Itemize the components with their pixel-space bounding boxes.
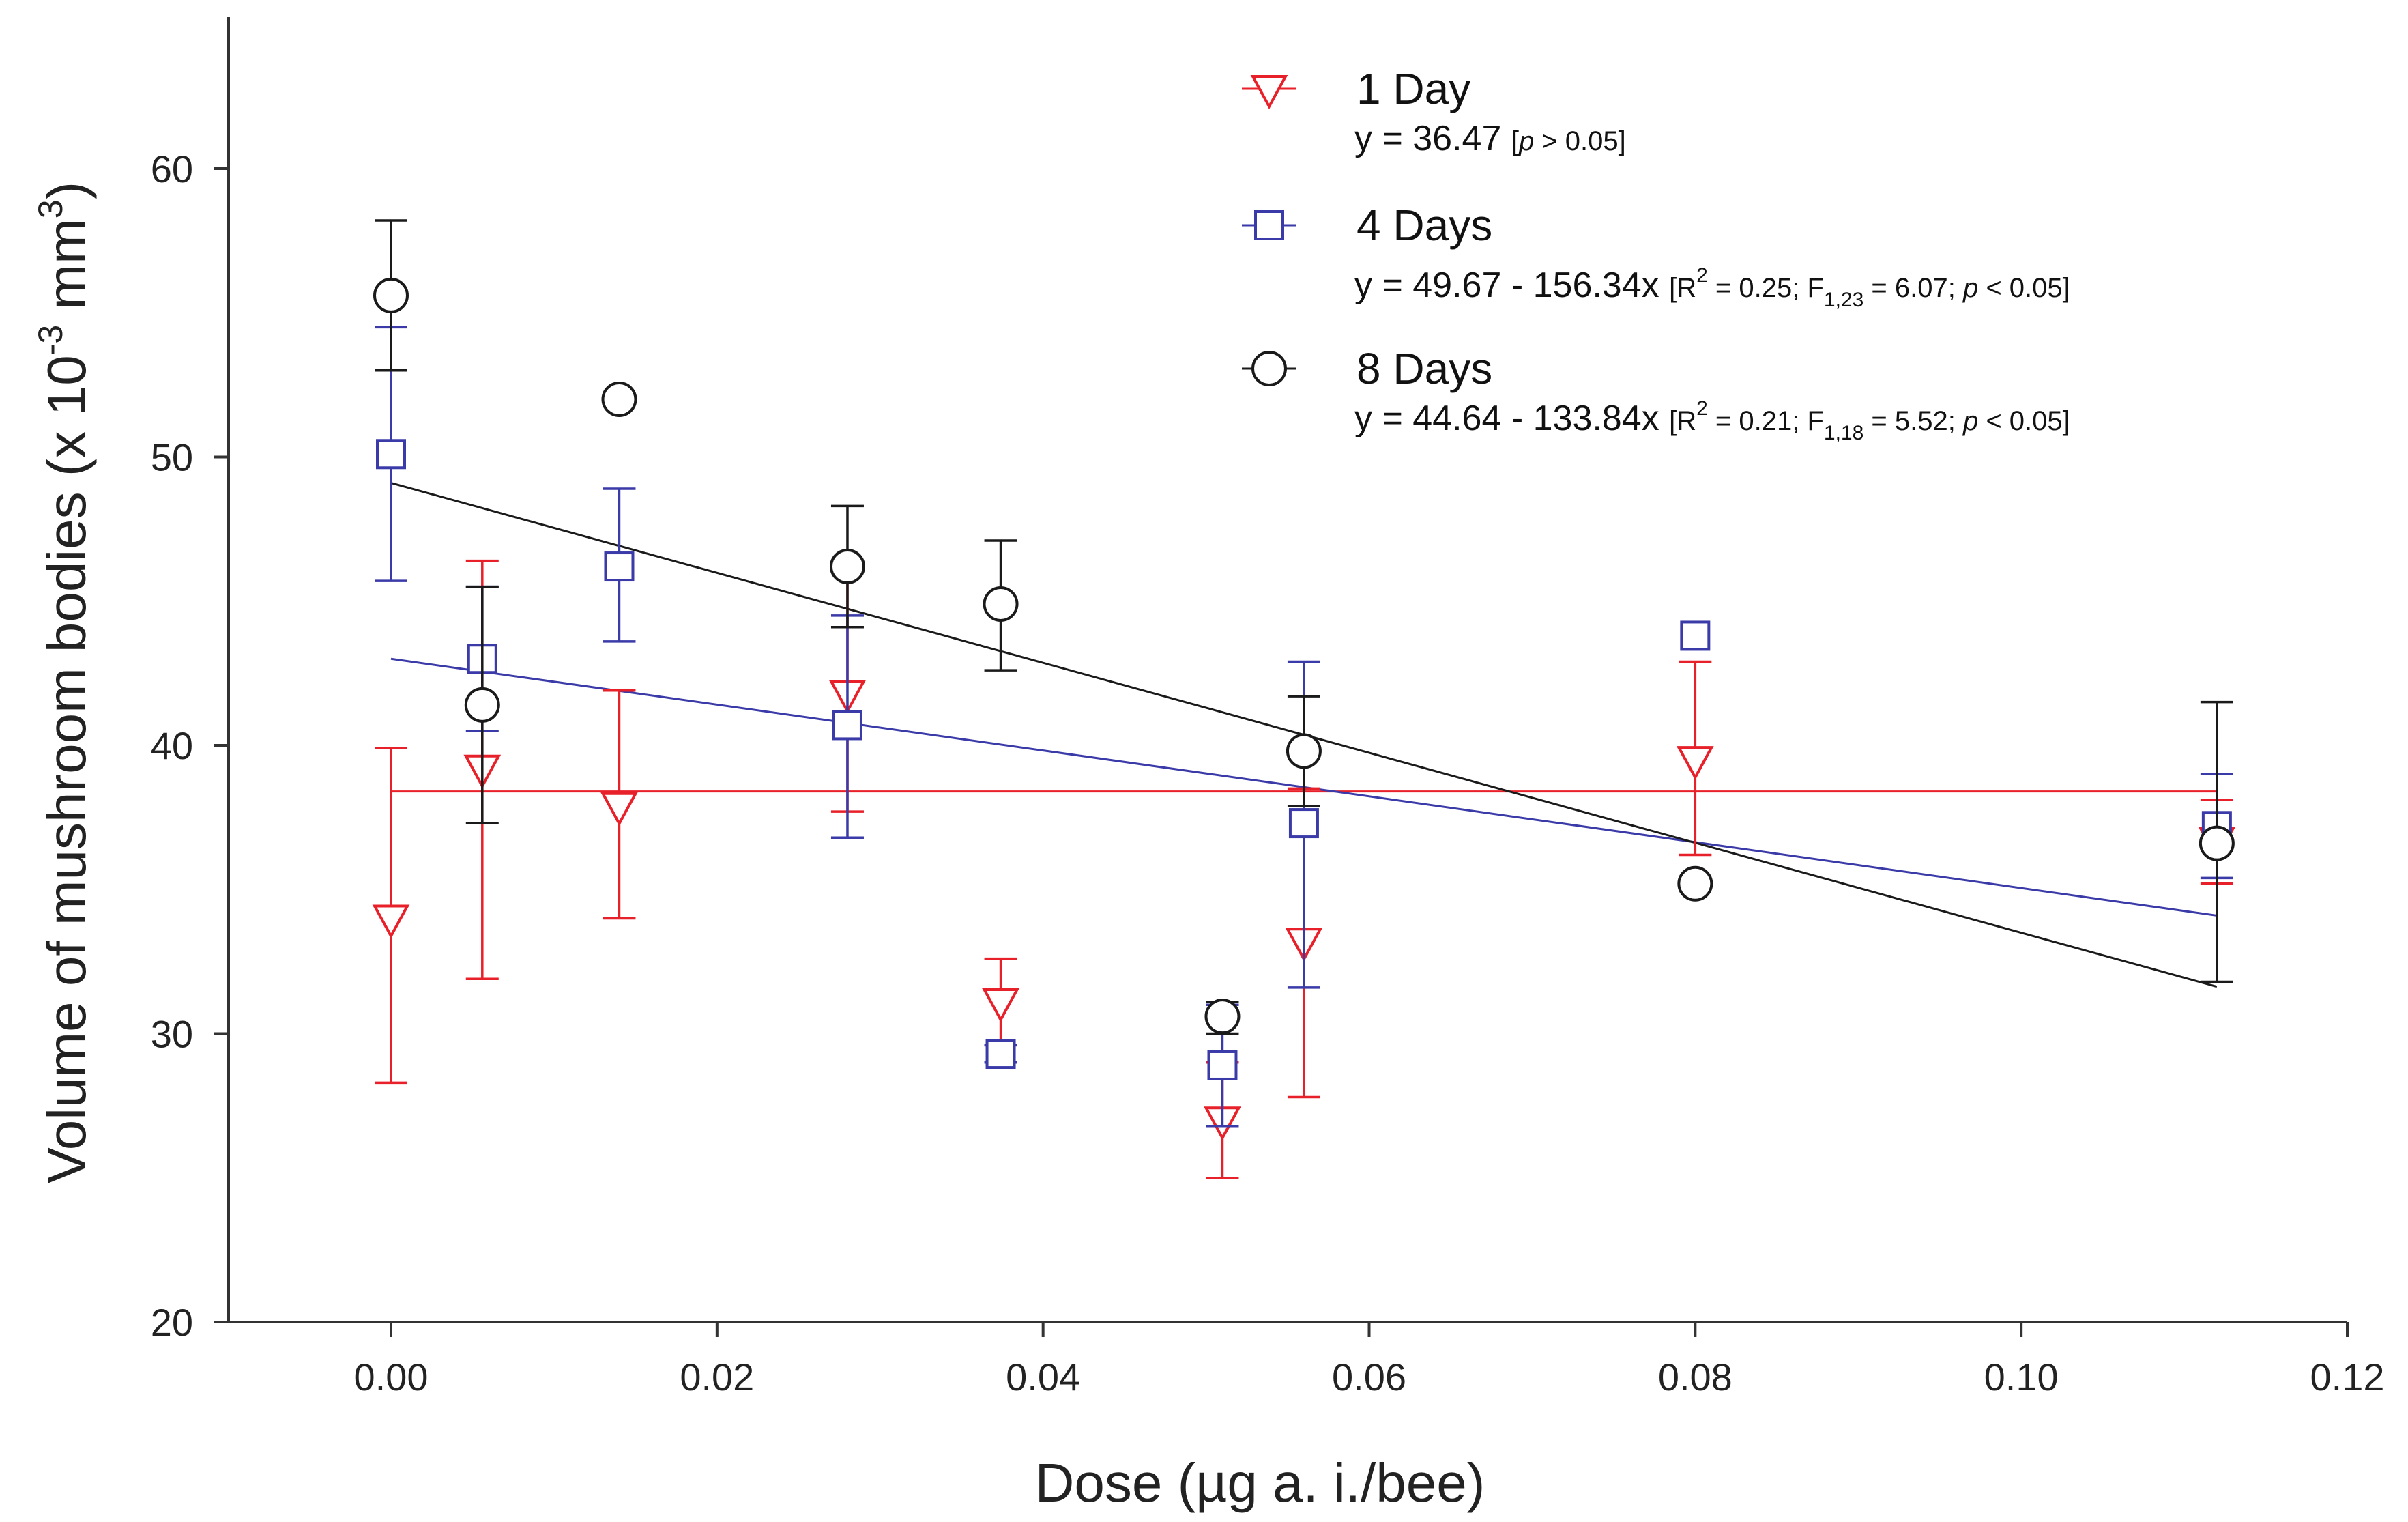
data-point-1-day — [982, 957, 1019, 1047]
equation-stat: < 0.05] — [1978, 273, 2070, 303]
y-tick-label: 40 — [151, 724, 193, 767]
y-title-unit-exponent: 3 — [31, 199, 70, 218]
equation-r2-superscript: 2 — [1696, 397, 1708, 420]
data-point-4-days — [1680, 620, 1711, 651]
data-point-8-days — [1204, 999, 1241, 1035]
y-tick-label: 60 — [151, 147, 193, 190]
data-point-8-days — [829, 504, 865, 629]
legend-entry-1-day: 1 Day y = 36.47 [p > 0.05] — [1242, 64, 1626, 158]
x-tick-label: 0.04 — [1006, 1355, 1080, 1398]
marker-8-days — [1286, 733, 1322, 769]
y-tick-label: 20 — [151, 1301, 193, 1344]
legend-equation-1-day: y = 36.47 [p > 0.05] — [1354, 119, 1626, 158]
data-point-8-days — [1677, 865, 1713, 902]
x-axis-title: Dose (µg a. i./bee) — [1035, 1452, 1485, 1513]
legend-entry-4-days: 4 Days y = 49.67 - 156.34x [R2 = 0.25; F1… — [1242, 201, 2070, 311]
marker-1-day — [1676, 746, 1714, 781]
marker-4-days — [985, 1039, 1016, 1069]
y-title-close: ) — [36, 182, 97, 200]
legend-marker-4-days — [1254, 210, 1284, 240]
data-point-8-days — [373, 219, 409, 372]
equation-p: p — [1962, 406, 1978, 436]
y-axis-title: Volume of mushroom bodies (x 10-3 mm3) — [31, 182, 97, 1183]
equation-main: y = 36.47 — [1354, 119, 1511, 158]
data-point-4-days — [603, 487, 636, 643]
legend-label-8-days: 8 Days — [1357, 344, 1492, 393]
equation-stat: [ — [1511, 126, 1519, 156]
marker-4-days — [604, 551, 635, 582]
data-point-1-day — [1676, 660, 1714, 857]
marker-4-days — [1680, 620, 1711, 651]
x-tick-label: 0.02 — [680, 1355, 754, 1398]
x-tick-label: 0.12 — [2310, 1355, 2385, 1398]
data-point-8-days — [464, 585, 500, 824]
y-title-exponent: -3 — [31, 325, 70, 355]
data-point-8-days — [1286, 695, 1322, 807]
legend-equation-4-days: y = 49.67 - 156.34x [R2 = 0.25; F1,23 = … — [1354, 264, 2070, 311]
marker-8-days — [983, 586, 1019, 622]
marker-4-days — [1207, 1050, 1238, 1080]
equation-p: p — [1962, 273, 1978, 303]
equation-stat: = 6.07; — [1863, 273, 1963, 303]
marker-8-days — [464, 687, 500, 723]
marker-8-days — [373, 277, 409, 313]
marker-8-days — [1204, 999, 1241, 1035]
data-point-8-days — [601, 382, 637, 417]
legend-marker-8-days — [1251, 351, 1287, 386]
equation-stat: [R — [1669, 273, 1696, 303]
y-tick-label: 30 — [151, 1013, 193, 1056]
legend-label-4-days: 4 Days — [1357, 201, 1492, 250]
equation-stat: = 0.25; F — [1708, 273, 1824, 303]
marker-8-days — [2199, 825, 2235, 861]
data-point-4-days — [984, 1039, 1017, 1069]
y-tick-label: 50 — [151, 436, 193, 479]
legend-marker-1-day — [1250, 75, 1288, 110]
equation-stat: = 0.21; F — [1708, 406, 1824, 436]
equation-main: y = 44.64 - 133.84x — [1354, 399, 1669, 438]
marker-4-days — [1288, 808, 1319, 839]
equation-stat: < 0.05] — [1978, 406, 2070, 436]
marker-1-day — [372, 904, 410, 939]
axes-layer: 0.00 0.02 0.04 0.06 0.08 0.10 0.12 20 30 40 50 60 Do… — [31, 17, 2385, 1513]
marker-4-days — [376, 439, 406, 470]
x-tick-label: 0.08 — [1658, 1355, 1732, 1398]
marker-8-days — [1677, 865, 1713, 902]
data-point-8-days — [983, 539, 1019, 672]
data-point-8-days — [2199, 700, 2235, 983]
data-point-4-days — [1287, 660, 1320, 989]
legend-label-1-day: 1 Day — [1357, 64, 1470, 113]
marker-1-day — [600, 792, 638, 827]
marker-8-days — [601, 382, 637, 417]
equation-stat: = 5.52; — [1863, 406, 1963, 436]
equation-f-subscript: 1,23 — [1824, 289, 1863, 311]
x-tick-label: 0.10 — [1984, 1355, 2059, 1398]
marker-1-day — [982, 988, 1019, 1023]
equation-r2-superscript: 2 — [1696, 264, 1708, 287]
data-points-layer — [372, 219, 2236, 1179]
equation-main: y = 49.67 - 156.34x — [1354, 265, 1669, 305]
legend-equation-8-days: y = 44.64 - 133.84x [R2 = 0.21; F1,18 = … — [1354, 397, 2070, 444]
y-axis-title-text: Volume of mushroom bodies (x 10-3 mm3) — [31, 182, 97, 1183]
y-title-unit: mm — [36, 218, 97, 325]
marker-4-days — [832, 710, 862, 741]
x-tick-label: 0.00 — [354, 1355, 429, 1398]
data-point-1-day — [372, 747, 410, 1085]
marker-8-days — [829, 549, 865, 585]
data-point-4-days — [830, 614, 864, 839]
equation-f-subscript: 1,18 — [1824, 422, 1863, 444]
equation-stat: > 0.05] — [1534, 126, 1626, 156]
y-title-main: Volume of mushroom bodies (x 10 — [36, 355, 97, 1183]
equation-stat: [R — [1669, 406, 1696, 436]
data-point-1-day — [600, 689, 638, 920]
equation-p: p — [1518, 126, 1534, 156]
x-tick-label: 0.06 — [1332, 1355, 1406, 1398]
